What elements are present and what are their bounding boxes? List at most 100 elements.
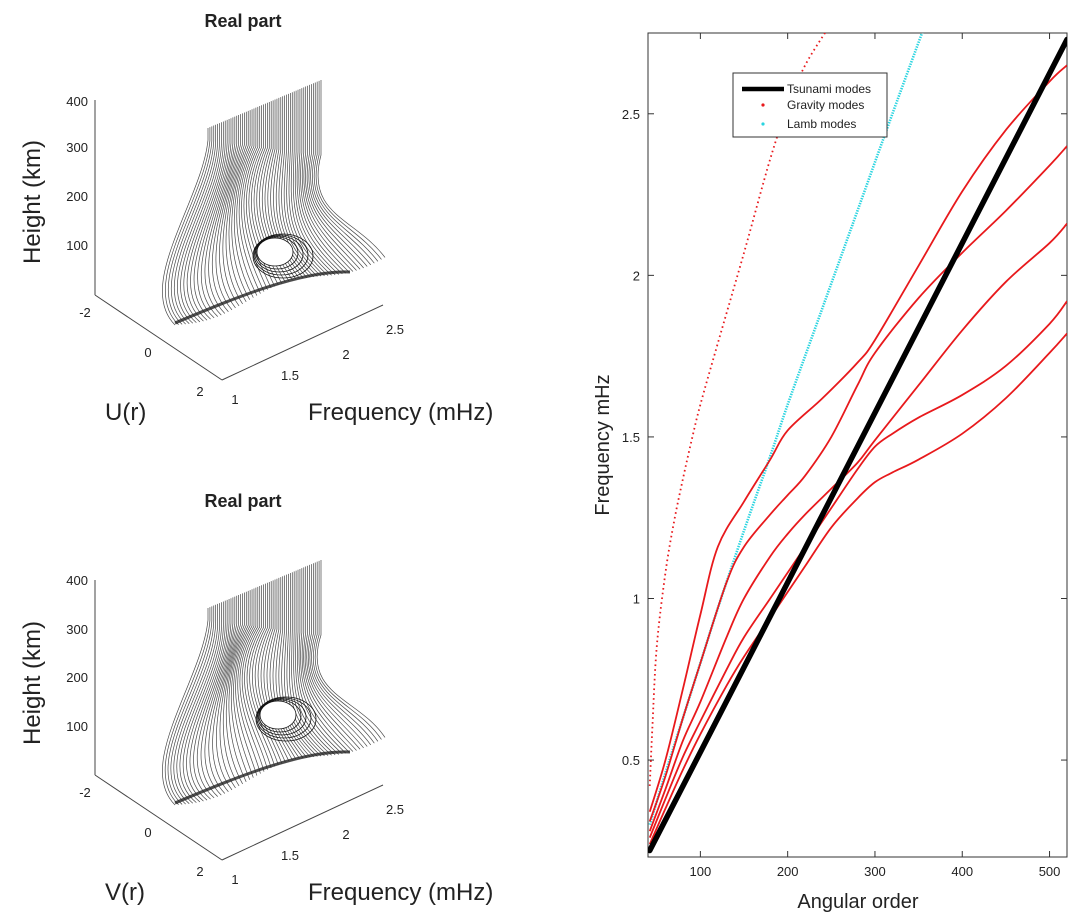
surface-mesh-line [164, 127, 211, 325]
x-tick-label: 100 [690, 864, 712, 879]
surface-mesh-line [283, 94, 322, 277]
surface-mesh-line [208, 116, 236, 314]
surface-mesh-line [288, 573, 329, 756]
surface-mesh-line [219, 594, 241, 789]
surface-mesh-line [309, 563, 372, 746]
surface-mesh-line [283, 574, 322, 757]
surface-mesh-line [261, 101, 293, 281]
legend-tsunami-label: Tsunami modes [787, 82, 871, 96]
surface-mesh-line [298, 88, 347, 274]
surface-mesh-line [225, 592, 245, 785]
surface-mesh-line [215, 594, 239, 791]
surface-mesh-line [281, 575, 318, 757]
surface-mesh-line [204, 117, 234, 316]
surface-mesh-line [244, 586, 272, 769]
surface-mesh-line [311, 82, 375, 264]
surface-mesh-line [248, 105, 275, 287]
surface-mesh-base [174, 750, 351, 805]
surface-mesh-line [231, 110, 251, 300]
surface-v-xtick: 2.5 [386, 802, 404, 817]
surface-mesh-line [293, 571, 336, 756]
surface-mesh-line [290, 92, 332, 276]
series-line-tsunami-modes [648, 36, 1067, 854]
surface-mesh-line [275, 577, 311, 758]
surface-mesh-line [301, 87, 354, 272]
legend-lamb-swatch [761, 122, 765, 126]
surface-u-xtick: 2.5 [386, 322, 404, 337]
y-tick-label: 2 [633, 268, 640, 283]
surface-mesh-line [190, 120, 226, 321]
surface-v-ztick: 300 [66, 622, 88, 637]
surface-mesh-line [300, 568, 350, 753]
surface-mesh-line [311, 562, 375, 744]
surface-mesh-line [231, 590, 251, 780]
surface-v-xtick: 1 [231, 872, 238, 887]
surface-mesh-line [193, 599, 228, 800]
surface-mesh-line [197, 119, 230, 319]
surface-mesh-line [183, 122, 222, 323]
surface-mesh-line [212, 595, 238, 792]
series-line-gravity-modes [648, 64, 1067, 813]
surface-mesh-line [251, 104, 279, 285]
surface-u-y-axis [94, 294, 223, 381]
plot-xlabel: Angular order [797, 891, 919, 913]
surface-mesh-line [317, 80, 386, 258]
surface-mesh-line [208, 596, 236, 794]
surface-mesh-line [241, 107, 265, 292]
surface-mesh-line [316, 560, 386, 738]
surface-mesh-loop [256, 237, 294, 267]
surface-mesh-line [239, 587, 265, 772]
surface-mesh-line [272, 577, 307, 758]
surface-v-zlabel: Height (km) [19, 621, 46, 745]
surface-mesh-line [196, 599, 230, 799]
surface-mesh-line [266, 579, 300, 759]
surface-v-title: Real part [204, 491, 281, 511]
series-line-gravity-modes [648, 33, 827, 786]
surface-mesh-line [179, 603, 220, 803]
surface-mesh-line [303, 86, 357, 271]
legend: Tsunami modes Gravity modes Lamb modes [732, 72, 888, 138]
surface-u-ytick: 0 [144, 345, 151, 360]
surface-u-zlabel: Height (km) [19, 140, 46, 264]
surface-mesh-loop [255, 236, 299, 270]
surface-mesh-line [310, 83, 372, 266]
surface-plot-v: Real part 100 200 300 400 -2 0 2 1 1.5 2… [19, 491, 493, 906]
series-line-gravity-modes [648, 332, 1067, 845]
surface-mesh-line [164, 607, 211, 805]
surface-plot-u: Real part 100 200 300 400 -2 0 2 1 1.5 2… [19, 11, 493, 426]
surface-mesh-line [246, 585, 275, 767]
plot-ylabel: Frequency mHz [592, 374, 614, 515]
surface-v-mesh [162, 560, 386, 806]
surface-mesh-line [270, 98, 304, 279]
x-tick-label: 400 [951, 864, 973, 879]
surface-u-xlabel: Frequency (mHz) [308, 399, 493, 426]
surface-mesh-loop [259, 700, 297, 730]
surface-mesh-line [303, 566, 357, 751]
surface-mesh-line [314, 560, 382, 740]
surface-mesh-line [200, 118, 232, 317]
surface-mesh-line [180, 123, 220, 323]
surface-mesh-line [235, 589, 258, 776]
series-line-gravity-modes [648, 223, 1067, 832]
surface-v-ytick: -2 [79, 785, 91, 800]
surface-mesh-line [233, 110, 254, 298]
surface-mesh-line [263, 580, 297, 760]
surface-mesh-loop [255, 696, 317, 742]
surface-mesh-line [308, 84, 368, 267]
surface-mesh-line [200, 598, 232, 797]
surface-v-ztick: 400 [66, 573, 88, 588]
surface-mesh-line [253, 103, 283, 284]
surface-v-xtick: 1.5 [281, 848, 299, 863]
surface-mesh-line [264, 100, 297, 280]
surface-mesh-base [174, 270, 351, 325]
surface-mesh-line [300, 88, 350, 273]
surface-mesh-line [306, 564, 364, 749]
surface-mesh-loop [257, 698, 307, 736]
surface-mesh-line [167, 606, 213, 805]
surface-mesh-line [294, 90, 339, 275]
surface-mesh-line [288, 93, 329, 276]
surface-u-title: Real part [204, 11, 281, 31]
surface-mesh-line [222, 113, 243, 307]
surface-mesh-line [222, 593, 243, 787]
surface-mesh-loop [256, 697, 312, 739]
